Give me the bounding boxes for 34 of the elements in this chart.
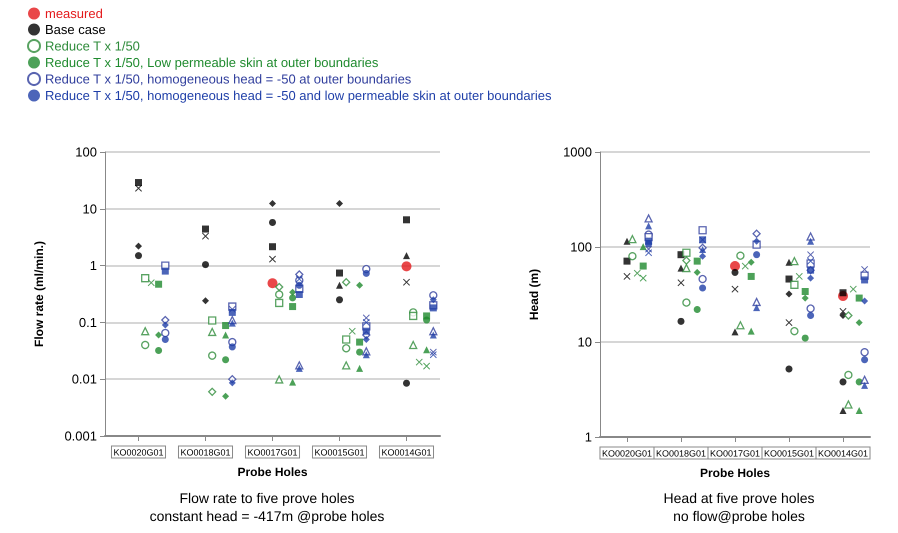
legend-label: Reduce T x 1/50 [45, 38, 140, 54]
y-tick-label: 10 [82, 201, 97, 216]
legend-label: measured [45, 6, 103, 21]
y-tick-label: 0.01 [72, 372, 97, 387]
y-tick-label: 1 [90, 258, 97, 274]
y-tick-label: 1 [584, 430, 592, 444]
x-tick-label: KO0018G01 [656, 448, 706, 458]
y-tick-label: 100 [570, 240, 592, 254]
y-tick-label: 1000 [563, 144, 592, 160]
legend-label: Reduce T x 1/50, Low permeable skin at outer boundaries [45, 55, 379, 70]
y-tick-label: 100 [75, 144, 97, 160]
y-axis-title: Head (m) [527, 268, 541, 320]
y-tick-label: 0.001 [64, 428, 97, 444]
text: constant head = -417m @probe holes [150, 508, 384, 524]
x-tick-label: KO0015G01 [764, 448, 814, 458]
x-axis-title: Probe Holes [700, 466, 770, 480]
text: no flow@probe holes [673, 508, 805, 524]
x-tick-label: KO0014G01 [381, 448, 432, 458]
x-tick-label: KO0020G01 [602, 448, 652, 458]
text: Flow rate to five prove holes [179, 490, 355, 506]
x-tick-label: KO0017G01 [710, 448, 760, 458]
y-axis-title: Flow rate (ml/min.) [32, 240, 46, 348]
text: Head at five prove holes [664, 490, 814, 506]
y-tick-label: 0.1 [78, 314, 97, 330]
legend-label: Reduce T x 1/50, homogeneous head = -50 at outer boundaries [45, 72, 412, 86]
legend-label: Base case [45, 22, 106, 37]
x-tick-label: KO0020G01 [113, 448, 164, 458]
y-tick-label: 10 [578, 334, 592, 350]
x-tick-label: KO0015G01 [314, 448, 365, 458]
x-tick-label: KO0017G01 [247, 448, 298, 458]
x-axis-title: Probe Holes [237, 465, 308, 479]
x-tick-label: KO0018G01 [180, 448, 231, 458]
x-tick-label: KO0014G01 [818, 448, 868, 458]
legend-label: Reduce T x 1/50, homogeneous head = -50 and low permeable skin at outer boundaries [45, 88, 552, 103]
